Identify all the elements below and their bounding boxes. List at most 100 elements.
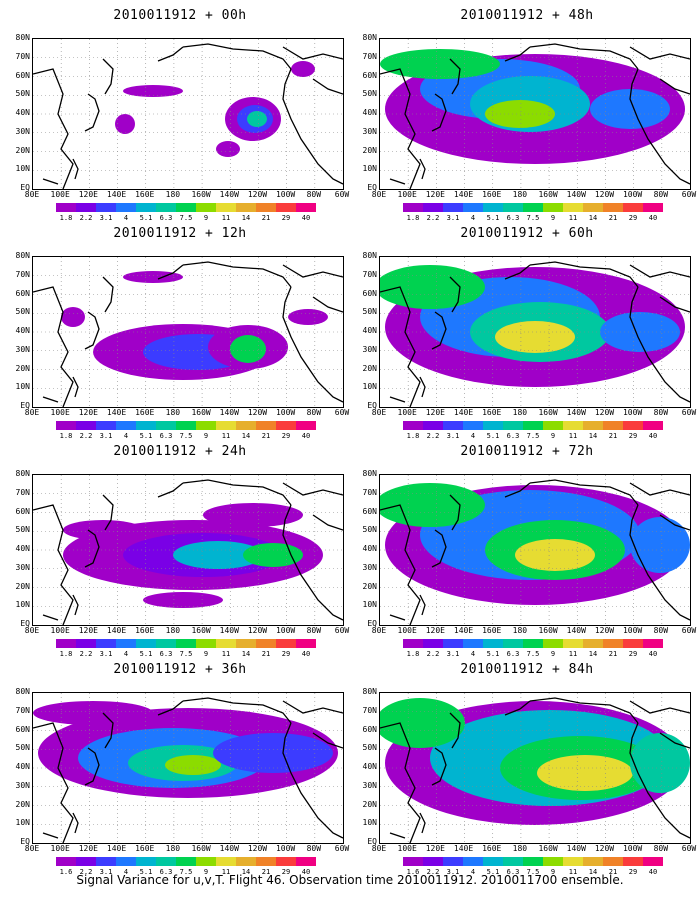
colorbar-swatch [563,857,583,866]
coastline [182,697,292,724]
lat-label: 40N [15,762,30,771]
lon-label: 140W [219,844,239,853]
colorbar-label: 1.8 [59,432,73,440]
lon-label: 80E [24,408,40,417]
lon-label: 80W [653,190,669,199]
variance-contour [203,503,303,527]
lon-label: 160W [538,626,558,635]
coastline [419,812,426,834]
colorbar-swatch [643,421,663,430]
lon-label: 100E [397,408,417,417]
colorbar-swatch [216,421,236,430]
coastline [389,396,406,403]
coastline [84,747,100,786]
colorbar [56,421,316,430]
coastline [380,286,421,407]
colorbar-swatch [483,421,503,430]
coastline [529,261,639,288]
colorbar-swatch [216,203,236,212]
colorbar-label: 3.1 [446,868,460,876]
coastline [282,700,343,714]
lon-label: 140E [106,190,127,199]
colorbar-swatch [523,203,543,212]
lon-label: 80E [24,626,40,635]
colorbar-swatch [543,857,563,866]
lon-label: 180 [165,190,181,199]
colorbar-swatch [56,421,76,430]
colorbar-swatch [196,857,216,866]
lon-label: 100W [275,408,296,417]
coastline [504,264,531,280]
colorbar-label: 4 [470,868,476,876]
coastline [33,722,74,843]
colorbar-swatch [276,203,296,212]
colorbar-swatch [116,203,136,212]
variance-contour [61,307,85,327]
colorbar-swatch [623,639,643,648]
coastline [282,504,343,621]
colorbar-swatch [76,203,96,212]
variance-contour [216,141,240,157]
lat-label: EQ [367,837,377,846]
colorbar [56,639,316,648]
lon-label: 180 [512,408,528,417]
coastline [659,514,690,531]
coastline [84,93,100,132]
coastline [182,43,292,70]
lon-label: 60W [334,844,350,853]
lat-label: 60N [362,506,377,516]
map-field [32,474,344,626]
variance-contour [288,309,328,325]
lat-label: EQ [20,837,30,846]
lat-label: 50N [362,307,377,317]
colorbar-label: 3.1 [99,432,113,440]
coastline [102,276,114,313]
coastline [431,311,447,350]
colorbar-label: 7.5 [526,432,540,440]
lat-label: EQ [367,401,377,410]
colorbar-label: 14 [241,214,251,222]
lat-label: 70N [362,487,377,497]
colorbar-label: 3.1 [446,432,460,440]
lon-label: 160E [135,844,155,853]
colorbar-swatch [403,857,423,866]
colorbar-swatch [563,639,583,648]
lat-label: 60N [15,724,30,734]
lat-label: 40N [362,108,377,117]
colorbar-swatch [643,203,663,212]
coastline [182,261,292,288]
colorbar-label: 14 [588,214,598,222]
colorbar-label: 21 [608,650,618,658]
colorbar-swatch [176,857,196,866]
colorbar [56,857,316,866]
lat-label: 70N [362,51,377,61]
colorbar-swatch [296,203,316,212]
coastline [102,494,114,531]
lat-label: 70N [15,705,30,715]
colorbar-swatch [96,421,116,430]
colorbar-swatch [96,857,116,866]
colorbar-label: 14 [241,432,251,440]
colorbar-label: 29 [281,650,291,658]
lat-label: 20N [362,363,377,373]
lat-label: 50N [362,525,377,535]
colorbar-label: 2.2 [426,432,440,440]
lon-label: 140E [453,190,474,199]
coastline [33,504,74,625]
variance-contour [213,733,333,773]
colorbar-label: 11 [221,432,231,440]
lat-label: 30N [15,562,30,572]
colorbar-swatch [483,203,503,212]
colorbar-label: 1.8 [406,214,420,222]
coastline [449,58,461,95]
panel-title: 2010011912 + 00h [113,8,247,23]
lat-label: 80N [362,469,377,478]
lon-label: 120W [594,190,615,199]
lon-label: 80E [371,190,387,199]
lat-label: EQ [367,619,377,628]
lat-label: 80N [15,33,30,42]
coastline [629,46,690,60]
lon-label: 140W [566,844,586,853]
coastline [389,832,406,839]
colorbar-swatch [196,639,216,648]
